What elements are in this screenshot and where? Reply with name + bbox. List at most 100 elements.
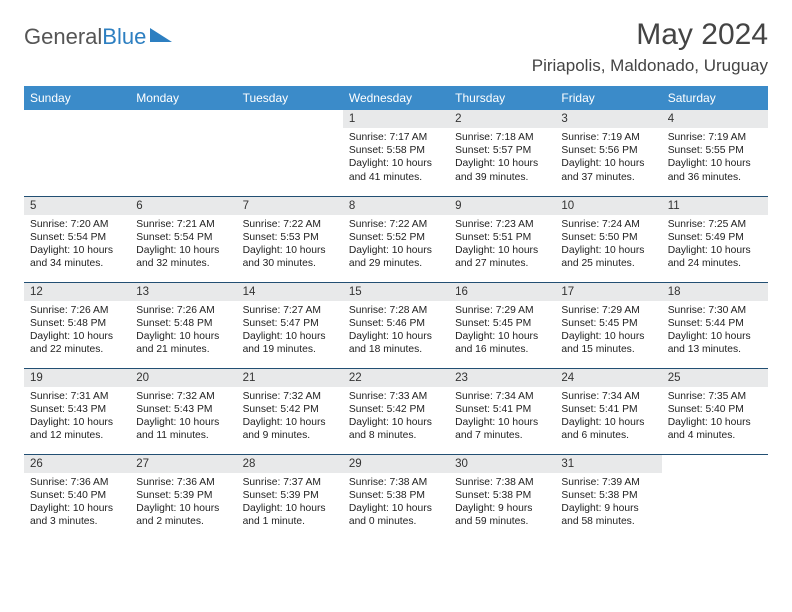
day-number: 1 [343, 110, 449, 128]
day-data: Sunrise: 7:38 AMSunset: 5:38 PMDaylight:… [343, 473, 449, 531]
day-data: Sunrise: 7:18 AMSunset: 5:57 PMDaylight:… [449, 128, 555, 186]
day-data: Sunrise: 7:24 AMSunset: 5:50 PMDaylight:… [555, 215, 661, 273]
sunset-text: Sunset: 5:49 PM [668, 231, 762, 244]
sunrise-text: Sunrise: 7:31 AM [30, 390, 124, 403]
day-number: 6 [130, 197, 236, 215]
sunset-text: Sunset: 5:51 PM [455, 231, 549, 244]
day-data: Sunrise: 7:27 AMSunset: 5:47 PMDaylight:… [237, 301, 343, 359]
sunset-text: Sunset: 5:40 PM [668, 403, 762, 416]
day-number: 12 [24, 283, 130, 301]
sunset-text: Sunset: 5:54 PM [136, 231, 230, 244]
sunrise-text: Sunrise: 7:33 AM [349, 390, 443, 403]
daylight-text: Daylight: 10 hours and 37 minutes. [561, 157, 655, 183]
calendar-day-cell: 8Sunrise: 7:22 AMSunset: 5:52 PMDaylight… [343, 196, 449, 282]
calendar-day-cell: 20Sunrise: 7:32 AMSunset: 5:43 PMDayligh… [130, 368, 236, 454]
calendar-week-row: 12Sunrise: 7:26 AMSunset: 5:48 PMDayligh… [24, 282, 768, 368]
daylight-text: Daylight: 10 hours and 41 minutes. [349, 157, 443, 183]
calendar-day-cell: 12Sunrise: 7:26 AMSunset: 5:48 PMDayligh… [24, 282, 130, 368]
day-number: 3 [555, 110, 661, 128]
day-data: Sunrise: 7:32 AMSunset: 5:42 PMDaylight:… [237, 387, 343, 445]
sunset-text: Sunset: 5:55 PM [668, 144, 762, 157]
sunrise-text: Sunrise: 7:38 AM [455, 476, 549, 489]
sunset-text: Sunset: 5:52 PM [349, 231, 443, 244]
day-number: 9 [449, 197, 555, 215]
day-number: 23 [449, 369, 555, 387]
day-number: 15 [343, 283, 449, 301]
sunrise-text: Sunrise: 7:26 AM [136, 304, 230, 317]
day-number: 26 [24, 455, 130, 473]
daylight-text: Daylight: 10 hours and 13 minutes. [668, 330, 762, 356]
day-data: Sunrise: 7:33 AMSunset: 5:42 PMDaylight:… [343, 387, 449, 445]
day-data: Sunrise: 7:29 AMSunset: 5:45 PMDaylight:… [555, 301, 661, 359]
sunrise-text: Sunrise: 7:39 AM [561, 476, 655, 489]
sunset-text: Sunset: 5:44 PM [668, 317, 762, 330]
weekday-header: Wednesday [343, 86, 449, 110]
sunrise-text: Sunrise: 7:34 AM [455, 390, 549, 403]
weekday-header: Thursday [449, 86, 555, 110]
day-number: 28 [237, 455, 343, 473]
daylight-text: Daylight: 10 hours and 3 minutes. [30, 502, 124, 528]
sunrise-text: Sunrise: 7:37 AM [243, 476, 337, 489]
sunrise-text: Sunrise: 7:35 AM [668, 390, 762, 403]
calendar-day-cell: 10Sunrise: 7:24 AMSunset: 5:50 PMDayligh… [555, 196, 661, 282]
day-data: Sunrise: 7:22 AMSunset: 5:53 PMDaylight:… [237, 215, 343, 273]
daylight-text: Daylight: 10 hours and 39 minutes. [455, 157, 549, 183]
calendar-day-cell: 28Sunrise: 7:37 AMSunset: 5:39 PMDayligh… [237, 454, 343, 540]
calendar-week-row: 1Sunrise: 7:17 AMSunset: 5:58 PMDaylight… [24, 110, 768, 196]
header-right: May 2024 Piriapolis, Maldonado, Uruguay [532, 18, 768, 76]
sunset-text: Sunset: 5:43 PM [30, 403, 124, 416]
sunrise-text: Sunrise: 7:17 AM [349, 131, 443, 144]
calendar-day-cell: 5Sunrise: 7:20 AMSunset: 5:54 PMDaylight… [24, 196, 130, 282]
calendar-week-row: 19Sunrise: 7:31 AMSunset: 5:43 PMDayligh… [24, 368, 768, 454]
calendar-day-cell: 31Sunrise: 7:39 AMSunset: 5:38 PMDayligh… [555, 454, 661, 540]
sunset-text: Sunset: 5:42 PM [243, 403, 337, 416]
day-number: 16 [449, 283, 555, 301]
sunrise-text: Sunrise: 7:36 AM [30, 476, 124, 489]
daylight-text: Daylight: 10 hours and 21 minutes. [136, 330, 230, 356]
sunrise-text: Sunrise: 7:32 AM [136, 390, 230, 403]
day-number: 21 [237, 369, 343, 387]
sunrise-text: Sunrise: 7:27 AM [243, 304, 337, 317]
daylight-text: Daylight: 10 hours and 15 minutes. [561, 330, 655, 356]
day-data: Sunrise: 7:25 AMSunset: 5:49 PMDaylight:… [662, 215, 768, 273]
day-number: 2 [449, 110, 555, 128]
calendar-day-cell: 1Sunrise: 7:17 AMSunset: 5:58 PMDaylight… [343, 110, 449, 196]
day-data: Sunrise: 7:21 AMSunset: 5:54 PMDaylight:… [130, 215, 236, 273]
calendar-day-cell: 13Sunrise: 7:26 AMSunset: 5:48 PMDayligh… [130, 282, 236, 368]
sunset-text: Sunset: 5:48 PM [30, 317, 124, 330]
logo: GeneralBlue [24, 18, 172, 50]
daylight-text: Daylight: 10 hours and 7 minutes. [455, 416, 549, 442]
calendar-day-cell: 29Sunrise: 7:38 AMSunset: 5:38 PMDayligh… [343, 454, 449, 540]
sunrise-text: Sunrise: 7:29 AM [561, 304, 655, 317]
day-number: 24 [555, 369, 661, 387]
calendar-day-cell: 26Sunrise: 7:36 AMSunset: 5:40 PMDayligh… [24, 454, 130, 540]
sunrise-text: Sunrise: 7:36 AM [136, 476, 230, 489]
calendar-day-cell: 30Sunrise: 7:38 AMSunset: 5:38 PMDayligh… [449, 454, 555, 540]
calendar-week-row: 5Sunrise: 7:20 AMSunset: 5:54 PMDaylight… [24, 196, 768, 282]
calendar-day-cell: 15Sunrise: 7:28 AMSunset: 5:46 PMDayligh… [343, 282, 449, 368]
sunrise-text: Sunrise: 7:19 AM [561, 131, 655, 144]
sunrise-text: Sunrise: 7:29 AM [455, 304, 549, 317]
day-data: Sunrise: 7:26 AMSunset: 5:48 PMDaylight:… [24, 301, 130, 359]
calendar-day-cell: 3 Sunrise: 7:19 AMSunset: 5:56 PMDaylight… [555, 110, 661, 196]
daylight-text: Daylight: 9 hours and 59 minutes. [455, 502, 549, 528]
day-data: Sunrise: 7:30 AMSunset: 5:44 PMDaylight:… [662, 301, 768, 359]
day-number: 25 [662, 369, 768, 387]
sunset-text: Sunset: 5:56 PM [561, 144, 655, 157]
day-data: Sunrise: 7:35 AMSunset: 5:40 PMDaylight:… [662, 387, 768, 445]
calendar-page: GeneralBlue May 2024 Piriapolis, Maldona… [0, 0, 792, 540]
sunset-text: Sunset: 5:38 PM [561, 489, 655, 502]
weekday-header: Monday [130, 86, 236, 110]
sunset-text: Sunset: 5:45 PM [455, 317, 549, 330]
day-number: 17 [555, 283, 661, 301]
calendar-day-cell: 14Sunrise: 7:27 AMSunset: 5:47 PMDayligh… [237, 282, 343, 368]
day-number: 4 [662, 110, 768, 128]
sunrise-text: Sunrise: 7:34 AM [561, 390, 655, 403]
sunset-text: Sunset: 5:38 PM [455, 489, 549, 502]
daylight-text: Daylight: 10 hours and 34 minutes. [30, 244, 124, 270]
daylight-text: Daylight: 10 hours and 0 minutes. [349, 502, 443, 528]
daylight-text: Daylight: 10 hours and 12 minutes. [30, 416, 124, 442]
daylight-text: Daylight: 10 hours and 19 minutes. [243, 330, 337, 356]
day-number: 29 [343, 455, 449, 473]
calendar-body: 1Sunrise: 7:17 AMSunset: 5:58 PMDaylight… [24, 110, 768, 540]
